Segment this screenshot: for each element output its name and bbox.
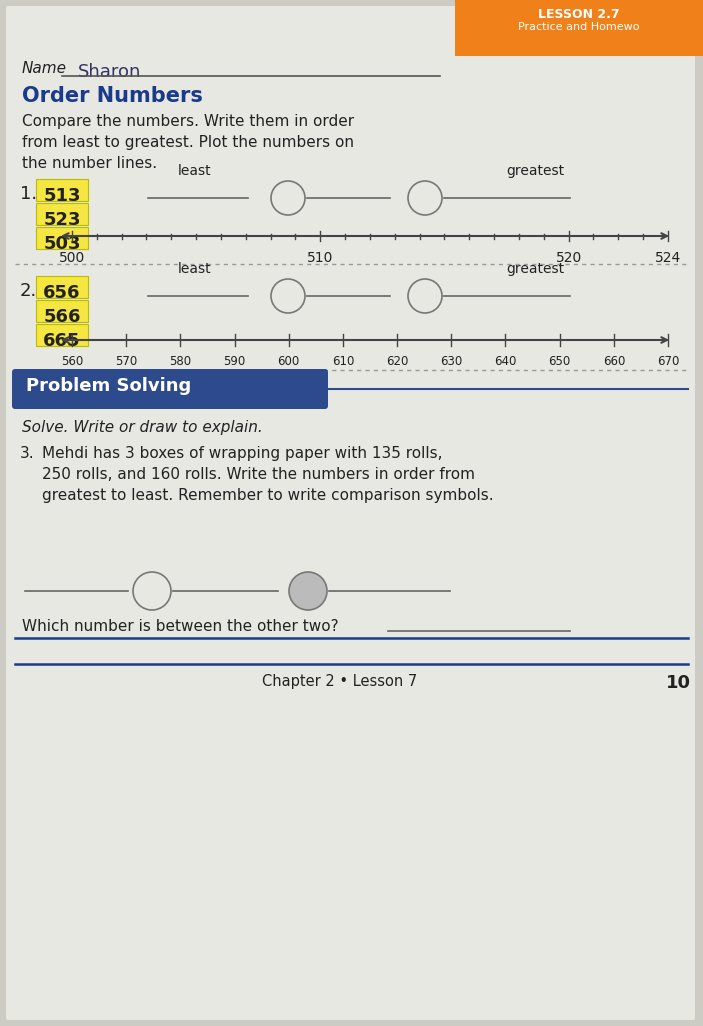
Text: 650: 650 xyxy=(548,355,571,368)
Bar xyxy=(36,324,88,346)
Bar xyxy=(36,227,88,249)
Text: least: least xyxy=(178,262,212,276)
Text: 503: 503 xyxy=(44,235,81,253)
Text: 630: 630 xyxy=(440,355,463,368)
Text: 1.: 1. xyxy=(20,185,37,203)
Bar xyxy=(36,203,88,225)
Text: least: least xyxy=(178,164,212,177)
Text: 580: 580 xyxy=(169,355,191,368)
Text: 660: 660 xyxy=(602,355,625,368)
Text: 570: 570 xyxy=(115,355,137,368)
Text: Compare the numbers. Write them in order
from least to greatest. Plot the number: Compare the numbers. Write them in order… xyxy=(22,114,354,171)
Text: LESSON 2.7: LESSON 2.7 xyxy=(538,8,620,21)
Bar xyxy=(36,179,88,201)
Text: 656: 656 xyxy=(44,284,81,302)
Text: 500: 500 xyxy=(59,251,85,265)
Text: 566: 566 xyxy=(44,308,81,326)
FancyBboxPatch shape xyxy=(6,6,695,1020)
Text: Sharon: Sharon xyxy=(78,63,141,81)
Bar xyxy=(36,300,88,322)
Text: 620: 620 xyxy=(386,355,408,368)
FancyBboxPatch shape xyxy=(12,369,328,409)
Text: 600: 600 xyxy=(278,355,300,368)
Text: greatest: greatest xyxy=(506,164,564,177)
Text: 523: 523 xyxy=(44,211,81,229)
Text: 560: 560 xyxy=(61,355,83,368)
Text: greatest: greatest xyxy=(506,262,564,276)
Text: Problem Solving: Problem Solving xyxy=(26,377,191,395)
Text: 3.: 3. xyxy=(20,446,34,461)
Circle shape xyxy=(289,573,327,610)
Text: Which number is between the other two?: Which number is between the other two? xyxy=(22,619,339,634)
Text: 590: 590 xyxy=(224,355,245,368)
Text: 510: 510 xyxy=(307,251,333,265)
Bar xyxy=(455,0,703,56)
Text: 665: 665 xyxy=(44,332,81,350)
Text: 640: 640 xyxy=(494,355,517,368)
Text: 610: 610 xyxy=(332,355,354,368)
Text: Practice and Homewo: Practice and Homewo xyxy=(518,22,640,32)
Bar xyxy=(36,276,88,298)
Text: 513: 513 xyxy=(44,187,81,205)
Text: Order Numbers: Order Numbers xyxy=(22,86,203,106)
Text: 2.: 2. xyxy=(20,282,37,300)
Text: Name: Name xyxy=(22,61,67,76)
Text: Chapter 2 • Lesson 7: Chapter 2 • Lesson 7 xyxy=(262,674,418,689)
Text: 10: 10 xyxy=(666,674,690,692)
Text: 524: 524 xyxy=(655,251,681,265)
Text: 520: 520 xyxy=(555,251,582,265)
Text: Solve. Write or draw to explain.: Solve. Write or draw to explain. xyxy=(22,420,263,435)
Text: 670: 670 xyxy=(657,355,679,368)
Text: Mehdi has 3 boxes of wrapping paper with 135 rolls,
250 rolls, and 160 rolls. Wr: Mehdi has 3 boxes of wrapping paper with… xyxy=(42,446,494,503)
